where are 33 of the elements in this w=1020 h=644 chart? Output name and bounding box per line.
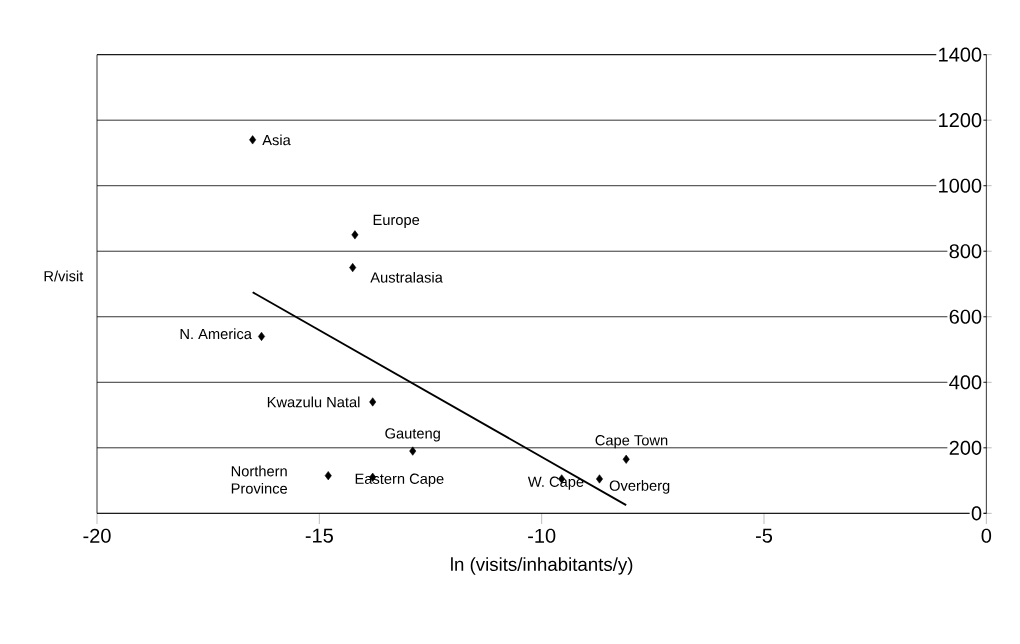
y-axis-title: R/visit [44, 270, 84, 282]
annotation: Overberg [609, 480, 670, 494]
annotation: Australasia [370, 271, 443, 283]
annotation: Europe [373, 214, 420, 228]
point [596, 474, 603, 484]
y-tick-label: 400 [949, 375, 982, 390]
annotation: Gauteng [385, 428, 440, 442]
y-tick-label: 800 [949, 244, 982, 259]
x-tick-label: -10 [528, 528, 556, 543]
point [249, 135, 257, 145]
y-tick-label: 1000 [939, 178, 982, 193]
y-tick-label: 600 [949, 309, 982, 324]
point [622, 454, 630, 464]
x-tick-label: -5 [756, 528, 773, 543]
point [409, 446, 417, 456]
point [324, 471, 332, 481]
x-tick-label: -15 [305, 528, 333, 543]
y-tick-label: 1200 [939, 113, 982, 128]
annotation: Cape Town [595, 435, 668, 449]
y-tick-label: 0 [971, 506, 982, 521]
point [351, 230, 359, 240]
point [369, 397, 377, 407]
x-tick-label: -20 [83, 528, 111, 543]
y-tick-label: 1400 [939, 47, 982, 62]
annotation: Asia [262, 134, 291, 146]
annotation: Kwazulu Natal [267, 396, 360, 408]
annotation: Northern Province [231, 465, 288, 494]
point [258, 331, 265, 341]
x-axis-title: ln (visits/inhabitants/y) [451, 557, 633, 575]
annotation: N. America [180, 328, 252, 340]
point [349, 263, 357, 273]
y-tick-label: 200 [949, 440, 982, 455]
x-tick-label: 0 [981, 528, 992, 543]
